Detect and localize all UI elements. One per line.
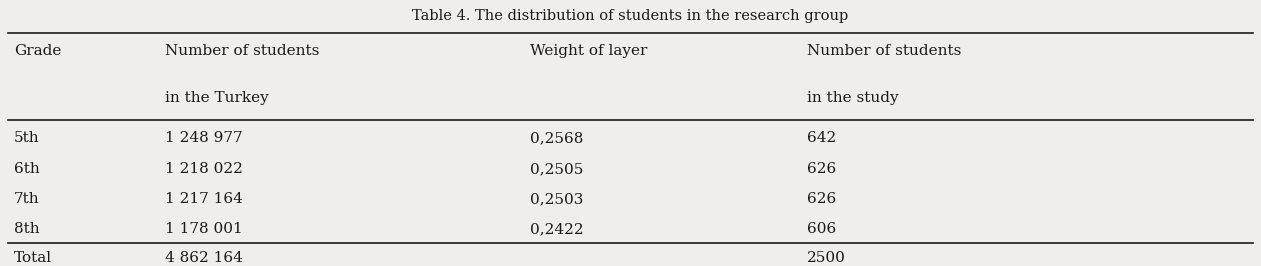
Text: 1 178 001: 1 178 001 <box>165 222 242 236</box>
Text: 1 217 164: 1 217 164 <box>165 192 243 206</box>
Text: Number of students: Number of students <box>165 44 319 58</box>
Text: 5th: 5th <box>14 131 39 145</box>
Text: Number of students: Number of students <box>807 44 961 58</box>
Text: 0,2422: 0,2422 <box>530 222 584 236</box>
Text: 0,2505: 0,2505 <box>530 162 584 176</box>
Text: 8th: 8th <box>14 222 39 236</box>
Text: Table 4. The distribution of students in the research group: Table 4. The distribution of students in… <box>412 9 849 23</box>
Text: 606: 606 <box>807 222 836 236</box>
Text: 2500: 2500 <box>807 251 846 265</box>
Text: 0,2568: 0,2568 <box>530 131 584 145</box>
Text: 7th: 7th <box>14 192 39 206</box>
Text: Weight of layer: Weight of layer <box>530 44 647 58</box>
Text: in the Turkey: in the Turkey <box>165 91 269 105</box>
Text: 642: 642 <box>807 131 836 145</box>
Text: Total: Total <box>14 251 52 265</box>
Text: 626: 626 <box>807 162 836 176</box>
Text: in the study: in the study <box>807 91 898 105</box>
Text: Grade: Grade <box>14 44 62 58</box>
Text: 6th: 6th <box>14 162 39 176</box>
Text: 0,2503: 0,2503 <box>530 192 584 206</box>
Text: 1 218 022: 1 218 022 <box>165 162 243 176</box>
Text: 1 248 977: 1 248 977 <box>165 131 242 145</box>
Text: 626: 626 <box>807 192 836 206</box>
Text: 4 862 164: 4 862 164 <box>165 251 243 265</box>
